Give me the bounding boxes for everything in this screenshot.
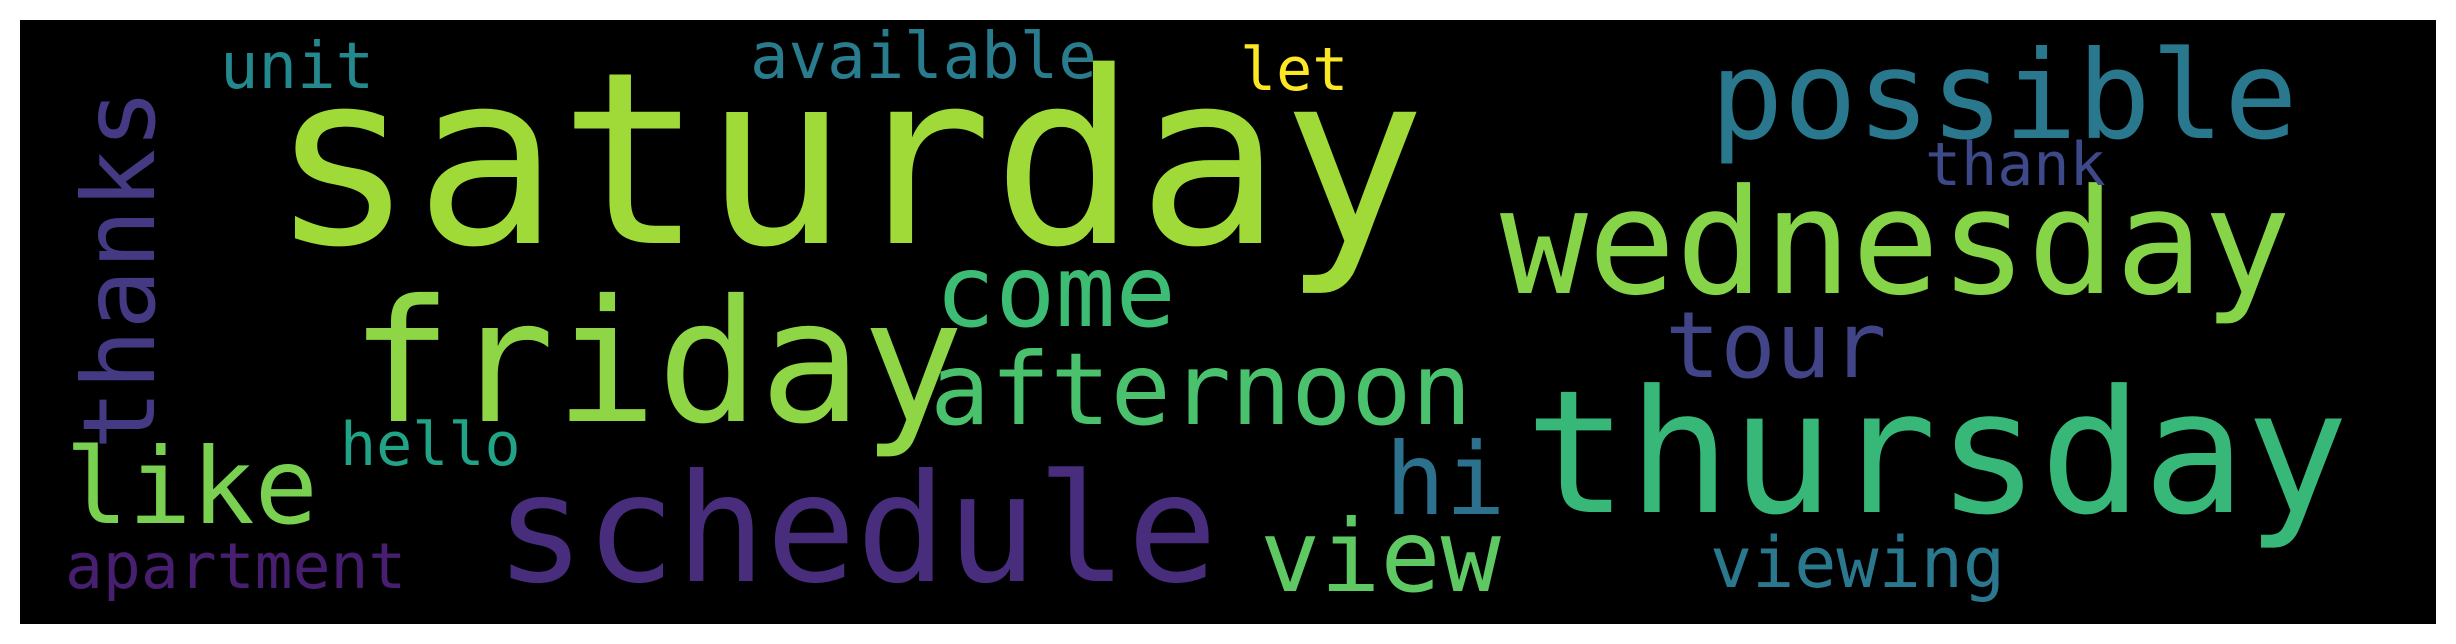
word-come: come xyxy=(935,233,1176,350)
word-thank: thank xyxy=(1925,130,2106,200)
word-hi: hi xyxy=(1385,421,1506,538)
word-cloud: saturday wednesday thursday friday sched… xyxy=(20,20,2436,624)
word-tour: tour xyxy=(1665,292,1887,399)
word-thursday: thursday xyxy=(1525,354,2349,553)
word-unit: unit xyxy=(220,30,375,104)
word-wednesday: wednesday xyxy=(1500,158,2292,328)
word-schedule: schedule xyxy=(495,443,1218,617)
word-hello: hello xyxy=(340,410,521,480)
word-viewing: viewing xyxy=(1710,522,2006,604)
word-possible: possible xyxy=(1710,25,2298,167)
word-saturday: saturday xyxy=(270,20,1426,300)
word-friday: friday xyxy=(350,264,965,462)
word-apartment: apartment xyxy=(65,530,407,603)
word-available: available xyxy=(750,20,1097,94)
word-view: view xyxy=(1260,498,1501,615)
word-let: let xyxy=(1240,35,1349,105)
word-thanks: thanks xyxy=(61,88,178,450)
word-like: like xyxy=(65,426,318,548)
word-afternoon: afternoon xyxy=(930,331,1472,448)
